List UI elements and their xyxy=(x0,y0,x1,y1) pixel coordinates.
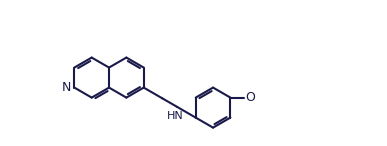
Text: O: O xyxy=(245,91,255,104)
Text: HN: HN xyxy=(167,111,184,121)
Text: N: N xyxy=(62,81,71,94)
